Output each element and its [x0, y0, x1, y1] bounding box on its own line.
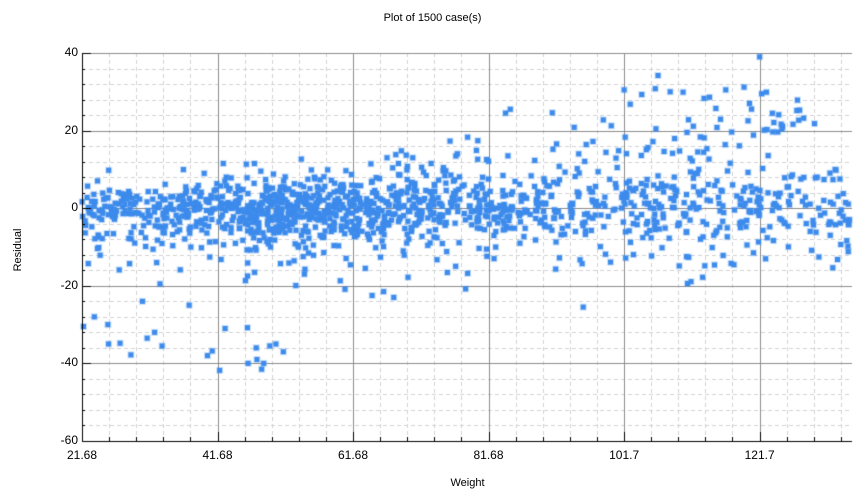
x-tick-label: 81.68: [473, 448, 504, 462]
x-tick-label: 121.7: [744, 448, 775, 462]
y-tick-label: -20: [60, 277, 78, 292]
y-tick-label: 40: [64, 45, 78, 59]
y-tick-label: 0: [71, 200, 78, 215]
x-tick-label: 21.68: [66, 448, 98, 462]
y-axis-label: Residual: [12, 228, 24, 272]
x-tick-label: 41.68: [202, 448, 233, 462]
y-tick-label: -60: [60, 433, 78, 447]
x-tick-label: 61.68: [337, 448, 369, 462]
y-tick-label: 20: [64, 122, 78, 137]
y-tick-label: -40: [60, 355, 78, 370]
x-tick-label: 101.7: [609, 448, 640, 462]
x-axis-label: Weight: [450, 477, 485, 489]
chart-title: Plot of 1500 case(s): [383, 12, 482, 24]
